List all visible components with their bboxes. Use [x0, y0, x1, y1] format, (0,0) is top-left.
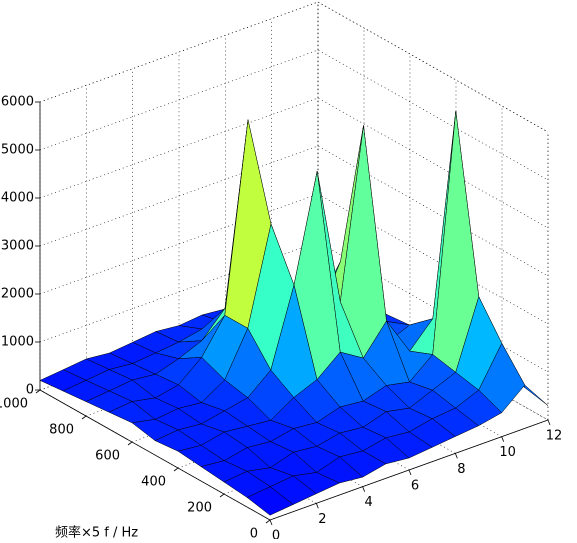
x-tick-label: 12 — [546, 429, 563, 444]
grid-line — [39, 97, 549, 229]
x-tick-label: 0 — [272, 529, 280, 540]
y-tick — [81, 415, 87, 420]
z-tick-label: 5000 — [1, 143, 34, 158]
z-tick-label: 2000 — [1, 287, 34, 302]
y-tick-label: 800 — [49, 423, 74, 438]
grid-line — [39, 102, 271, 521]
x-tick — [408, 469, 412, 476]
z-tick-label: 6000 — [1, 95, 34, 110]
y-tick-label: 0 — [250, 527, 258, 540]
grid-line — [39, 49, 549, 181]
z-tick-label: 0 — [26, 383, 34, 398]
y-tick — [173, 467, 179, 472]
y-tick — [265, 519, 271, 524]
x-tick — [501, 436, 505, 442]
x-tick — [315, 503, 319, 509]
axis-line — [317, 1, 549, 133]
z-tick-label: 1000 — [1, 335, 34, 350]
y-tick-label: 400 — [141, 475, 166, 490]
x-tick — [362, 486, 366, 492]
x-tick — [269, 519, 273, 526]
y-axis-label: 频率×5 f / Hz — [55, 525, 138, 540]
y-tick-label: 200 — [187, 501, 212, 516]
y-tick-label: 600 — [95, 449, 120, 464]
surface-face — [246, 486, 294, 516]
x-tick — [454, 453, 458, 459]
y-tick — [219, 493, 225, 498]
x-tick-label: 2 — [318, 512, 326, 527]
x-tick — [547, 419, 551, 426]
y-tick — [127, 441, 133, 446]
x-tick-label: 8 — [457, 462, 465, 477]
x-tick-label: 10 — [499, 445, 516, 460]
z-tick-label: 4000 — [1, 191, 34, 206]
x-tick-label: 4 — [365, 495, 373, 510]
grid-line — [39, 1, 549, 133]
y-tick — [35, 389, 41, 394]
y-tick-label: 1000 — [0, 397, 28, 412]
z-tick-label: 3000 — [1, 239, 34, 254]
x-tick-label: 6 — [411, 479, 419, 494]
